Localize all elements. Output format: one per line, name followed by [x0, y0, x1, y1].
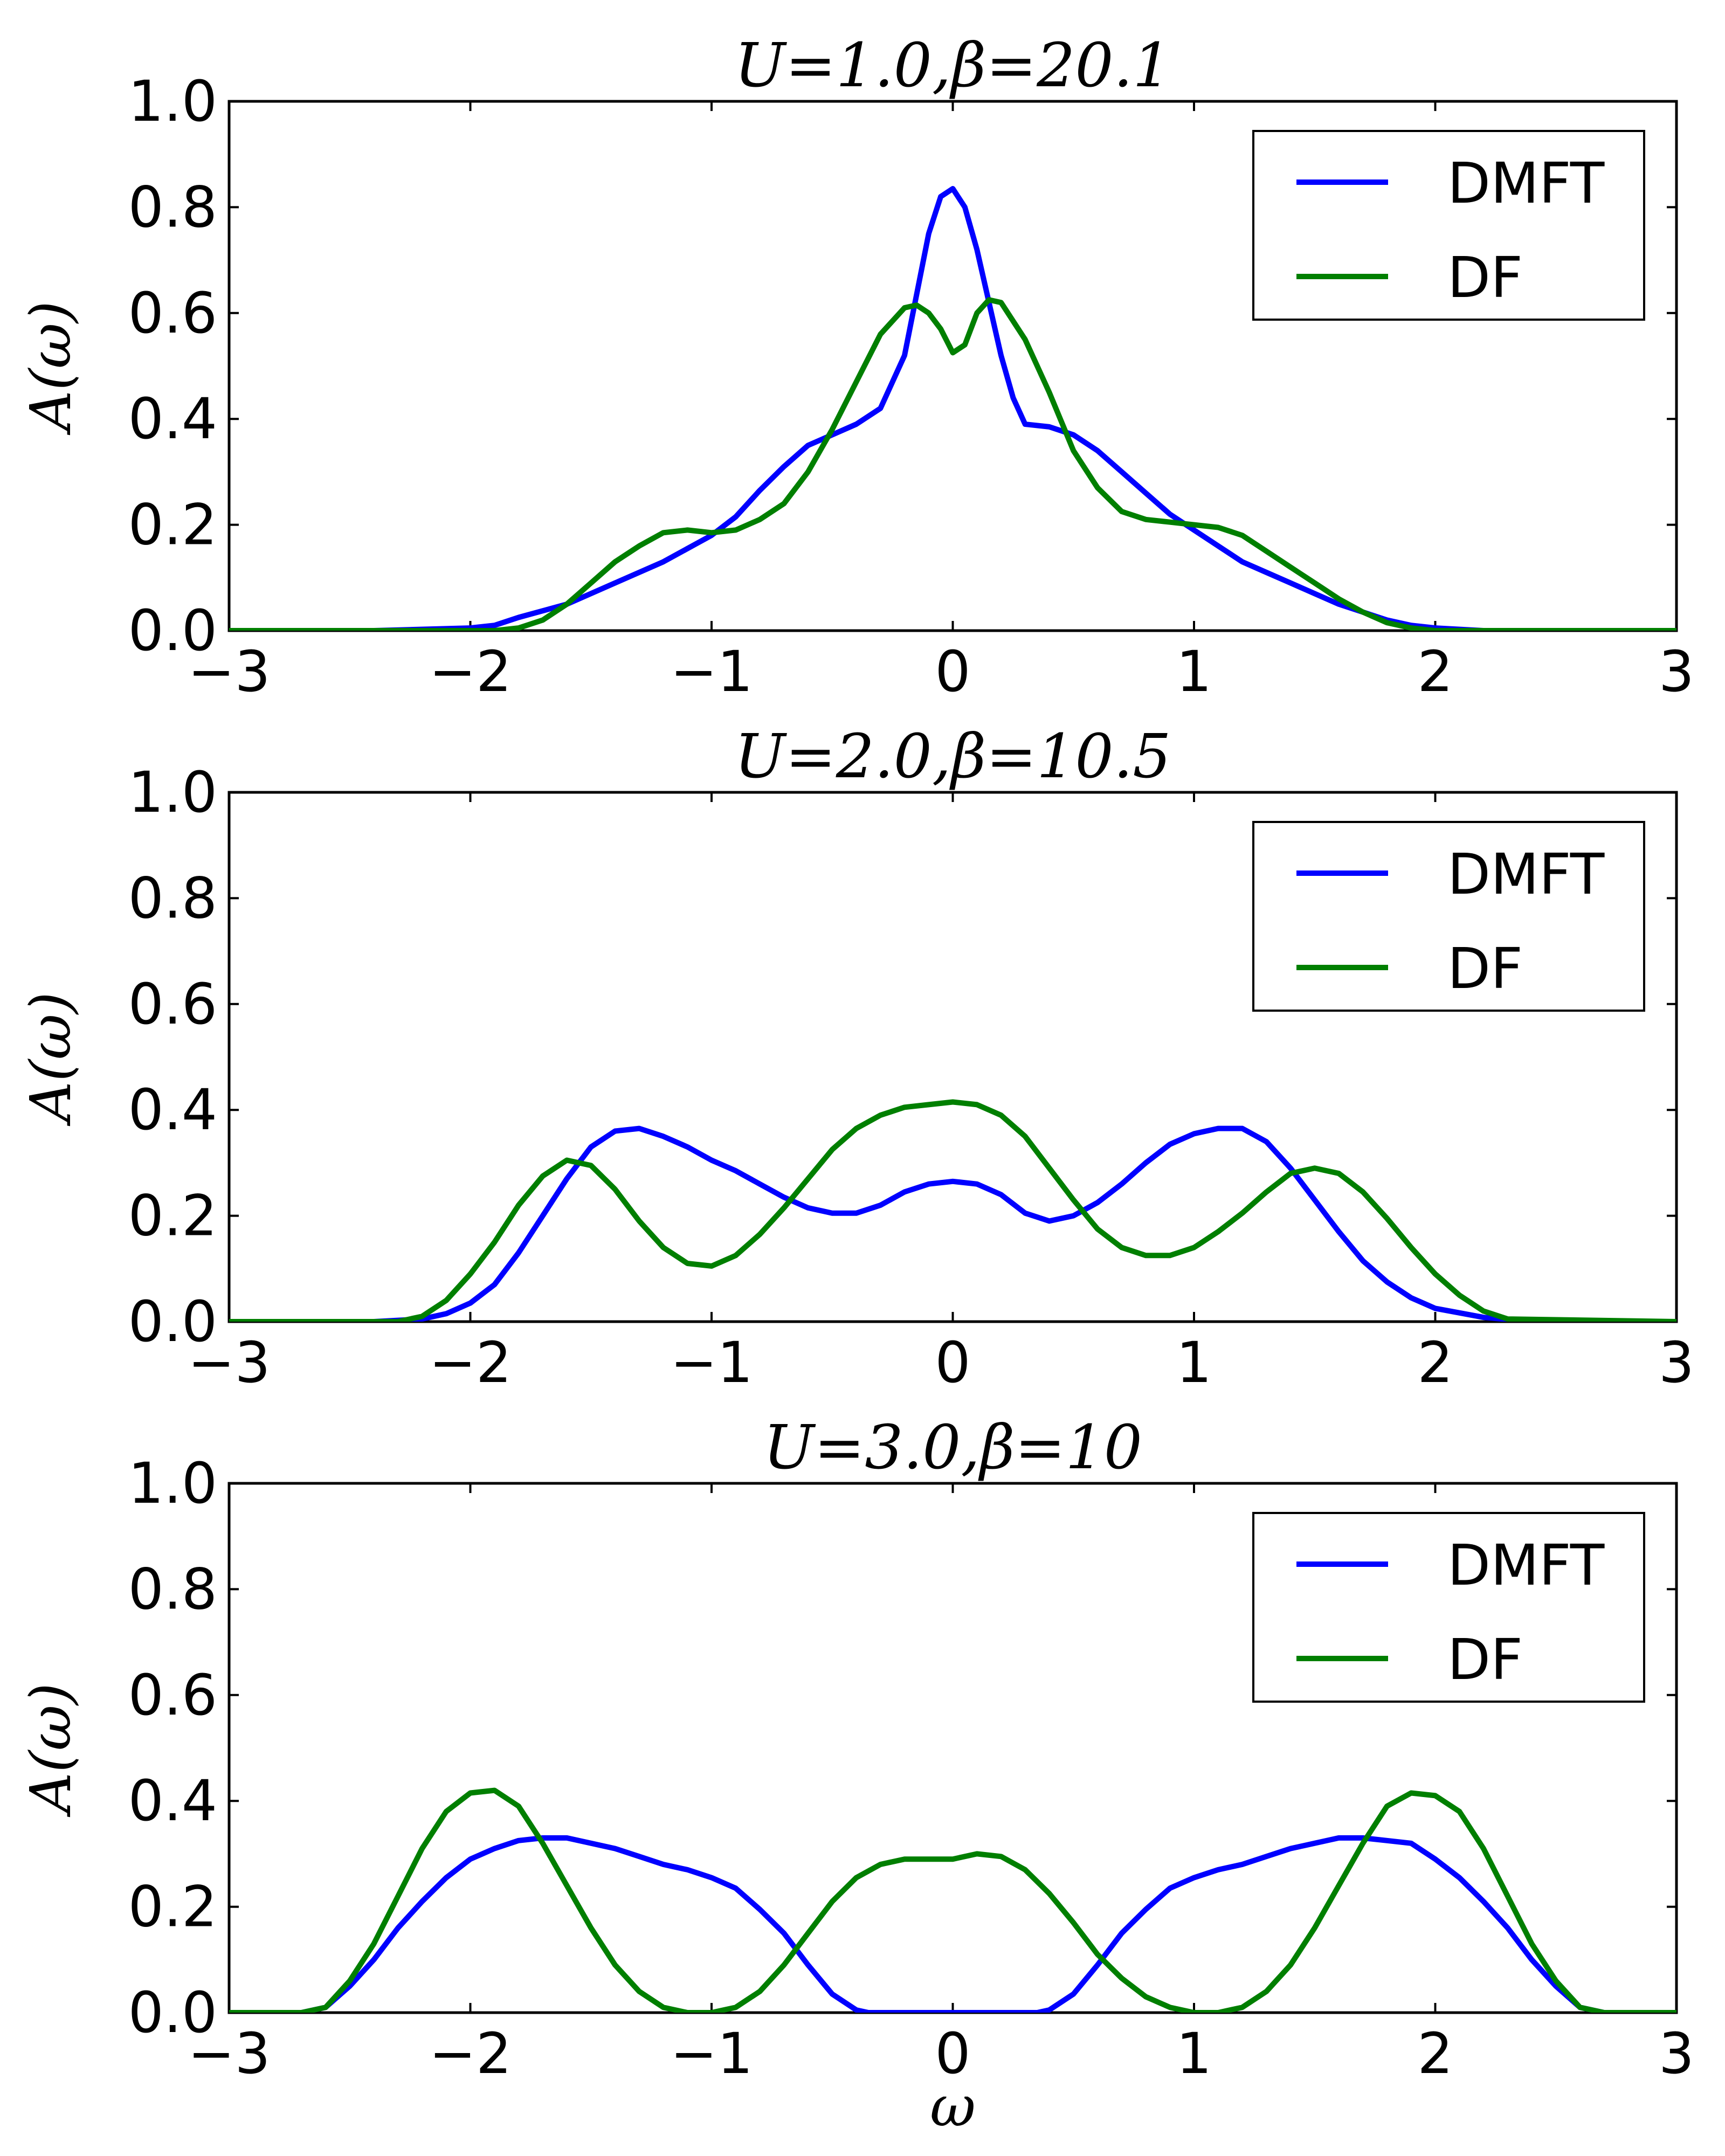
y-axis-label: A(ω) — [18, 992, 84, 1126]
y-tick-label: 0.0 — [128, 598, 217, 664]
x-tick-label: −1 — [670, 2021, 753, 2086]
series-line-dmft — [229, 1835, 1676, 2013]
x-tick-label: −2 — [429, 1330, 512, 1395]
y-tick-label: 0.8 — [128, 174, 217, 240]
y-tick-label: 0.2 — [128, 1183, 217, 1249]
x-tick-label: 0 — [935, 1330, 970, 1395]
y-tick-label: 0.6 — [128, 971, 217, 1037]
x-tick-label: 2 — [1417, 639, 1453, 704]
legend: DMFT DF — [1252, 130, 1645, 321]
x-tick-label: 1 — [1176, 639, 1212, 704]
y-tick-label: 0.6 — [128, 280, 217, 346]
x-tick-label: 0 — [935, 2021, 970, 2086]
y-tick-label: 0.2 — [128, 1874, 217, 1940]
chart-panel-1: −3 −2 −1 0 1 2 3 0.0 0.2 0.4 0.6 0.8 1.0 U=1.0,β=20.1… — [18, 31, 1694, 704]
legend-box — [1252, 821, 1645, 1012]
x-tick-label: 3 — [1659, 2021, 1694, 2086]
y-tick-label: 1.0 — [128, 1450, 217, 1516]
x-axis-label: ω — [930, 2074, 976, 2139]
legend-label-dmft: DMFT — [1447, 841, 1605, 907]
legend-box — [1252, 1512, 1645, 1703]
x-tick-label: 1 — [1176, 1330, 1212, 1395]
x-tick-label: −3 — [188, 2021, 270, 2086]
y-tick-label: 0.0 — [128, 1980, 217, 2046]
y-tick-label: 0.8 — [128, 1556, 217, 1622]
y-tick-label: 0.4 — [128, 386, 217, 452]
chart-title: U=1.0,β=20.1 — [735, 31, 1171, 101]
x-tick-label: 0 — [935, 639, 970, 704]
y-axis-label: A(ω) — [18, 301, 84, 435]
legend: DMFT DF — [1252, 821, 1645, 1012]
x-tick-label: −2 — [429, 639, 512, 704]
x-tick-label: 2 — [1417, 2021, 1453, 2086]
y-tick-label: 1.0 — [128, 68, 217, 134]
chart-title: U=3.0,β=10 — [763, 1413, 1142, 1483]
y-tick-label: 0.4 — [128, 1768, 217, 1834]
y-tick-label: 0.8 — [128, 865, 217, 931]
x-tick-label: −1 — [670, 1330, 753, 1395]
legend-label-dmft: DMFT — [1447, 150, 1605, 216]
series-line-df — [229, 1099, 1676, 1322]
legend-label-dmft: DMFT — [1447, 1532, 1605, 1598]
x-tick-label: −3 — [188, 639, 270, 704]
y-tick-label: 0.2 — [128, 492, 217, 558]
series-line-df — [229, 297, 1676, 631]
y-tick-label: 0.0 — [128, 1289, 217, 1355]
x-tick-label: −3 — [188, 1330, 270, 1395]
x-tick-label: −1 — [670, 639, 753, 704]
x-tick-label: 3 — [1659, 1330, 1694, 1395]
series-line-dmft — [229, 1125, 1676, 1322]
chart-title: U=2.0,β=10.5 — [735, 722, 1171, 792]
legend-box — [1252, 130, 1645, 321]
legend: DMFT DF — [1252, 1512, 1645, 1703]
y-tick-label: 1.0 — [128, 759, 217, 825]
x-tick-label: 3 — [1659, 639, 1694, 704]
legend-label-df: DF — [1447, 1627, 1523, 1692]
y-tick-label: 0.6 — [128, 1662, 217, 1728]
legend-label-df: DF — [1447, 245, 1523, 310]
x-tick-label: 1 — [1176, 2021, 1212, 2086]
x-tick-label: 2 — [1417, 1330, 1453, 1395]
y-tick-label: 0.4 — [128, 1077, 217, 1143]
chart-panel-2: −3 −2 −1 0 1 2 3 0.0 0.2 0.4 0.6 0.8 1.0 U=2.0,β=10.5… — [18, 722, 1694, 1395]
y-axis-label: A(ω) — [18, 1683, 84, 1817]
series-line-df — [229, 1787, 1676, 2013]
chart-panel-3: −3 −2 −1 0 1 2 3 0.0 0.2 0.4 0.6 0.8 1.0 U=3.0,β=10 A(… — [18, 1413, 1694, 2139]
x-tick-label: −2 — [429, 2021, 512, 2086]
legend-label-df: DF — [1447, 936, 1523, 1001]
